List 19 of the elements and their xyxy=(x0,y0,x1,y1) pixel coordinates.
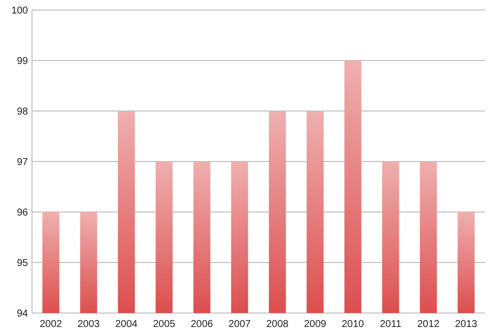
x-tick-label: 2008 xyxy=(266,319,289,330)
x-tick-label: 2009 xyxy=(304,319,327,330)
x-tick-label: 2004 xyxy=(115,319,138,330)
y-tick-label: 97 xyxy=(16,157,28,168)
x-tick-label: 2007 xyxy=(228,319,252,330)
y-tick-label: 98 xyxy=(16,106,28,118)
y-tick-label: 100 xyxy=(11,6,28,16)
x-tick-label: 2012 xyxy=(417,319,440,330)
y-tick-label: 96 xyxy=(16,208,28,218)
y-tick-label: 99 xyxy=(16,56,28,67)
x-tick-label: 2002 xyxy=(40,319,62,330)
x-tick-label: 2003 xyxy=(78,319,100,330)
x-tick-label: 2011 xyxy=(380,319,402,330)
x-tick-label: 2005 xyxy=(153,319,176,330)
y-tick-label: 94 xyxy=(16,308,28,320)
y-tick-label: 95 xyxy=(16,258,28,269)
x-tick-label: 2010 xyxy=(342,319,364,330)
x-tick-label: 2013 xyxy=(455,319,478,330)
x-tick-label: 2006 xyxy=(190,319,214,330)
